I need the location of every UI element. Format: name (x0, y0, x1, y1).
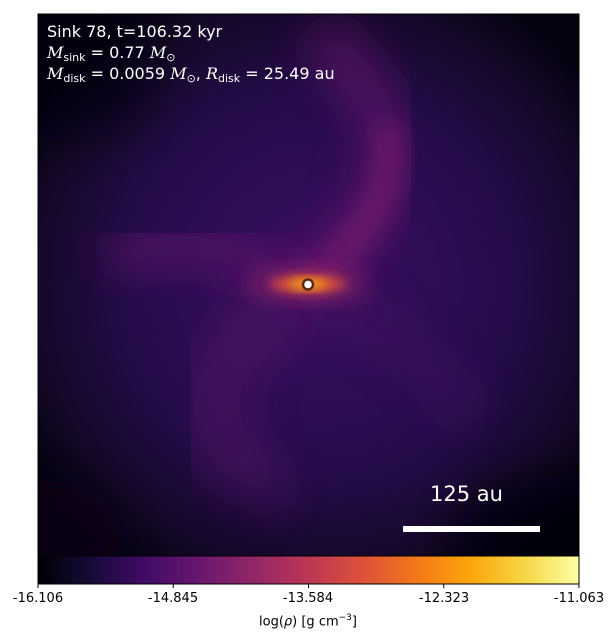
sink-particle-marker (301, 278, 315, 291)
colorbar-tick-label: -16.106 (12, 591, 64, 606)
colorbar (38, 556, 579, 584)
sink-mass-value: 0.77 (109, 43, 145, 62)
colorbar-tick-label: -12.323 (418, 591, 470, 606)
colorbar-tick-label: -11.063 (553, 591, 605, 606)
colorbar-tick-label: -14.845 (147, 591, 199, 606)
sink-mass-annotation: Msink = 0.77 M⊙ (47, 43, 176, 64)
sink-title: Sink 78, t=106.32 kyr (47, 22, 223, 41)
scale-bar-label: 125 au (430, 482, 503, 506)
disk-radius-unit: au (314, 64, 335, 83)
colorbar-ticks (37, 584, 580, 588)
colorbar-label: log(ρ) [g cm−3] (259, 613, 357, 630)
colorbar-tick-label: -13.584 (282, 591, 334, 606)
density-map (38, 14, 579, 556)
disk-radius-value: 25.49 (263, 64, 310, 83)
disk-annotation: Mdisk = 0.0059 M⊙, Rdisk = 25.49 au (47, 64, 335, 85)
disk-mass-value: 0.0059 (109, 64, 166, 83)
scale-bar (403, 526, 540, 532)
